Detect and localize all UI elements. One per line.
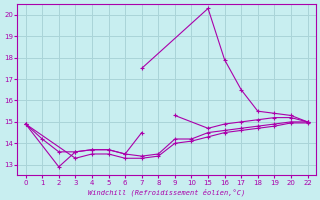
X-axis label: Windchill (Refroidissement éolien,°C): Windchill (Refroidissement éolien,°C) — [88, 188, 245, 196]
